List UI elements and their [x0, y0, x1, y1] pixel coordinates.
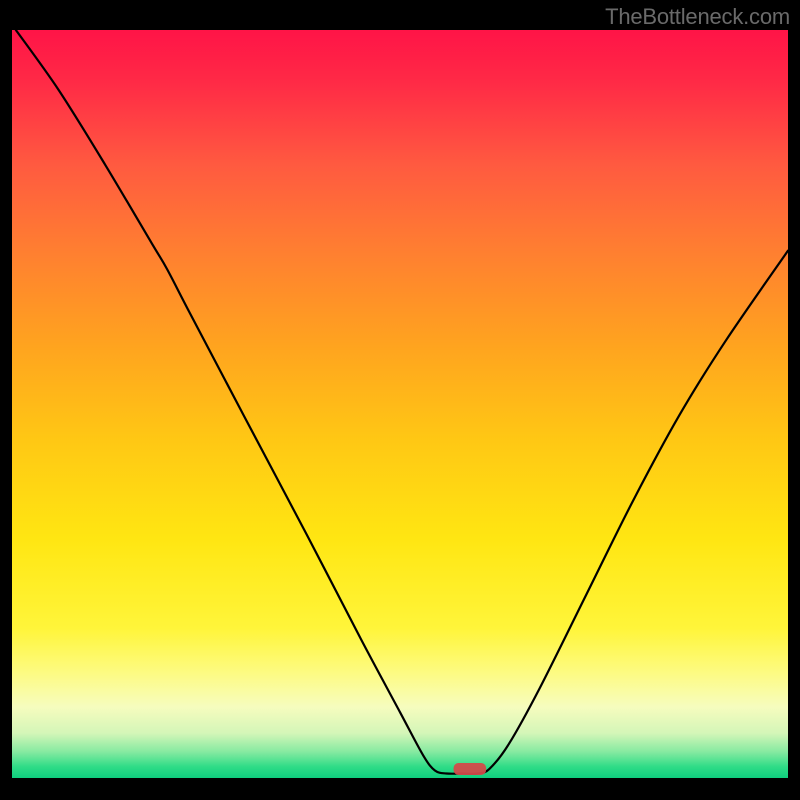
watermark-text: TheBottleneck.com: [605, 4, 790, 30]
bottleneck-curve-chart: [0, 0, 800, 800]
gradient-background: [12, 30, 788, 778]
chart-container: TheBottleneck.com: [0, 0, 800, 800]
optimal-point-marker: [454, 763, 487, 775]
